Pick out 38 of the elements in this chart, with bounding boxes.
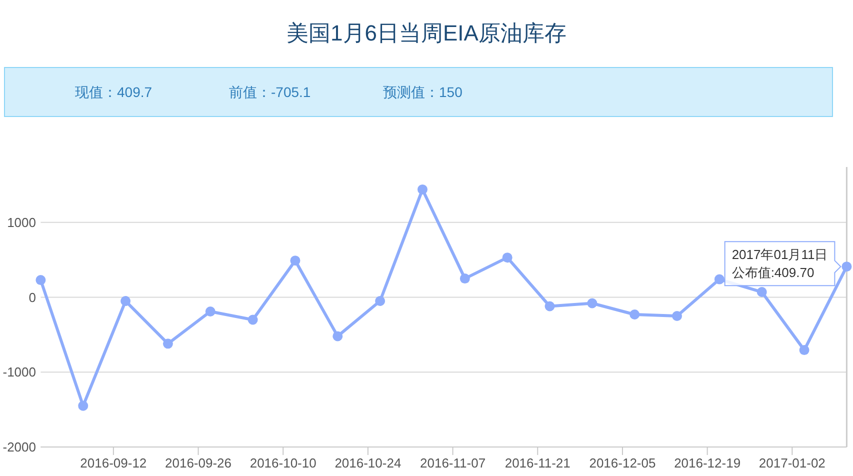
point [332, 331, 343, 342]
point [587, 298, 598, 308]
point [375, 296, 386, 306]
x-tick-label: 2016-12-19 [674, 456, 741, 470]
point [78, 400, 88, 411]
point [205, 306, 216, 316]
point [756, 287, 767, 298]
point [120, 296, 131, 306]
point [799, 345, 810, 356]
x-tick-label: 2016-12-05 [589, 456, 656, 470]
point [460, 274, 470, 284]
chart-title: 美国1月6日当周EIA原油库存 [286, 20, 566, 46]
point [502, 252, 512, 263]
x-tick-label: 2016-10-10 [250, 456, 316, 470]
point [290, 256, 300, 266]
annotation: 公布值:409.70 [732, 265, 814, 280]
point [630, 309, 640, 320]
y-tick-label: -1000 [2, 364, 36, 380]
y-tick-label: 1000 [7, 214, 36, 230]
point [162, 338, 173, 349]
tooltip: 2017年01月11日 公布值:409.70 [724, 241, 842, 286]
x-tick-label: 2016-11-21 [504, 456, 570, 470]
point [714, 274, 724, 284]
point [842, 262, 852, 272]
x-tick-label: 2016-10-24 [334, 456, 402, 470]
point [672, 310, 682, 321]
y-tick-label: -2000 [2, 440, 36, 454]
y-tick-label: 0 [28, 290, 36, 305]
point [544, 301, 555, 312]
point [248, 314, 258, 325]
info-panel: 现值：409.7 前值：-705.1 预测值：150 [4, 67, 833, 117]
point [36, 275, 46, 286]
x-tick-label: 2016-09-12 [80, 456, 147, 470]
point [417, 184, 428, 194]
x-tick-label: 2017-01-02 [758, 456, 826, 470]
annotation: 2017年01月11日 [732, 247, 828, 262]
x-tick-label: 2016-11-07 [420, 456, 486, 470]
x-tick-label: 2016-09-26 [165, 456, 232, 470]
